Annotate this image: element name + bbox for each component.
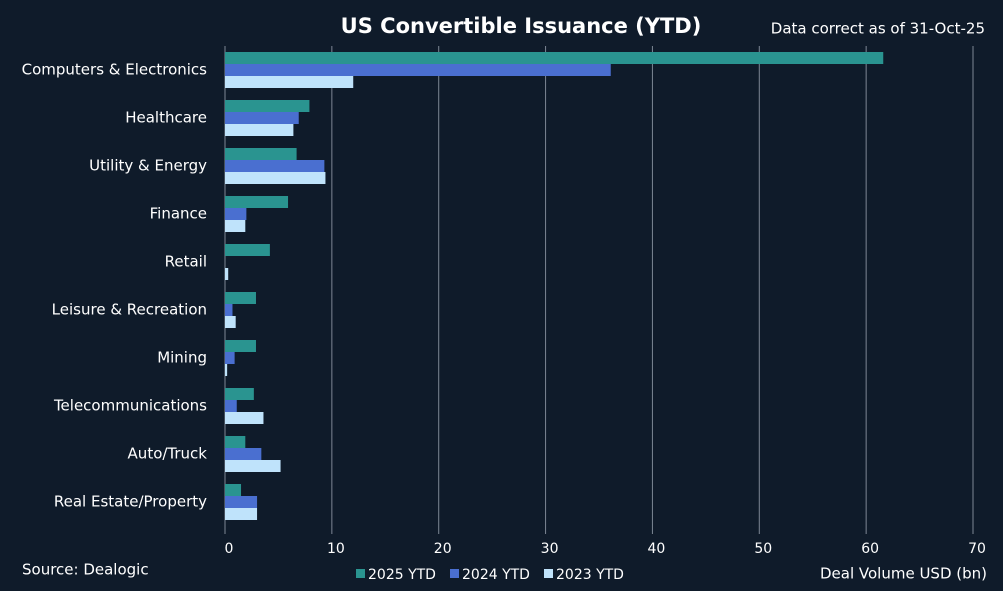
bar [225, 196, 289, 208]
bar [225, 52, 884, 64]
y-tick-label: Computers & Electronics [22, 61, 208, 79]
bar [225, 304, 233, 316]
y-tick-label: Mining [157, 349, 207, 367]
bar [225, 64, 611, 76]
x-tick-label: 10 [327, 541, 345, 557]
bar [225, 316, 236, 328]
bar [225, 76, 354, 88]
legend-swatch [450, 569, 459, 578]
x-tick-label: 60 [861, 541, 879, 557]
legend-label: 2024 YTD [462, 567, 530, 583]
x-tick-label: 40 [648, 541, 666, 557]
y-tick-label: Real Estate/Property [54, 493, 207, 511]
bar [225, 400, 237, 412]
y-tick-label: Healthcare [125, 109, 207, 127]
bar [225, 268, 229, 280]
bar [225, 364, 228, 376]
x-tick-label: 50 [754, 541, 772, 557]
bar [225, 208, 247, 220]
y-tick-label: Telecommunications [53, 397, 207, 415]
bar [225, 352, 235, 364]
x-tick-label: 70 [968, 541, 986, 557]
note: Data correct as of 31-Oct-25 [771, 20, 985, 38]
bar [225, 124, 294, 136]
bar [225, 508, 258, 520]
legend-label: 2025 YTD [368, 567, 436, 583]
bar [225, 244, 270, 256]
bar [225, 436, 246, 448]
x-axis-title: Deal Volume USD (bn) [820, 565, 987, 583]
bar [225, 412, 264, 424]
bar [225, 172, 326, 184]
x-tick-label: 0 [225, 541, 234, 557]
bar [225, 220, 246, 232]
source: Source: Dealogic [22, 561, 149, 579]
bar [225, 340, 256, 352]
y-tick-label: Retail [165, 253, 207, 271]
bar [225, 148, 297, 160]
legend-label: 2023 YTD [556, 567, 624, 583]
y-tick-label: Utility & Energy [89, 157, 207, 175]
y-tick-label: Leisure & Recreation [52, 301, 207, 319]
chart-title: US Convertible Issuance (YTD) [341, 14, 702, 38]
legend-swatch [356, 569, 365, 578]
y-tick-label: Auto/Truck [128, 445, 208, 463]
bar [225, 160, 325, 172]
x-tick-label: 30 [541, 541, 559, 557]
bar [225, 388, 254, 400]
bar [225, 448, 262, 460]
x-tick-label: 20 [434, 541, 452, 557]
legend-swatch [544, 569, 553, 578]
bar [225, 292, 256, 304]
bar [225, 100, 310, 112]
bar [225, 484, 242, 496]
y-tick-label: Finance [150, 205, 207, 223]
bar [225, 496, 258, 508]
bar [225, 112, 299, 124]
bar [225, 460, 281, 472]
